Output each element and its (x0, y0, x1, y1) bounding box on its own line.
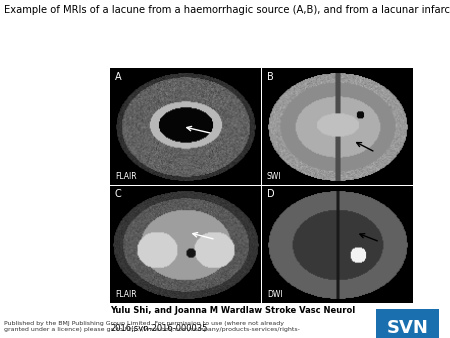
Text: D: D (267, 189, 274, 199)
Text: SVN: SVN (386, 319, 428, 337)
FancyBboxPatch shape (376, 309, 439, 338)
Text: C: C (115, 189, 122, 199)
Text: FLAIR: FLAIR (115, 290, 136, 299)
Text: 2016;svn-2016-000035: 2016;svn-2016-000035 (110, 324, 207, 334)
Text: A: A (115, 72, 122, 82)
Text: Example of MRIs of a lacune from a haemorrhagic source (A,B), and from a lacunar: Example of MRIs of a lacune from a haemo… (4, 5, 450, 15)
Text: FLAIR: FLAIR (115, 172, 136, 182)
Text: DWI: DWI (267, 290, 283, 299)
Text: B: B (267, 72, 274, 82)
Text: SWI: SWI (267, 172, 281, 182)
Text: Yulu Shi, and Joanna M Wardlaw Stroke Vasc Neurol: Yulu Shi, and Joanna M Wardlaw Stroke Va… (110, 306, 356, 315)
Text: Published by the BMJ Publishing Group Limited. For permission to use (where not : Published by the BMJ Publishing Group Li… (4, 321, 301, 332)
